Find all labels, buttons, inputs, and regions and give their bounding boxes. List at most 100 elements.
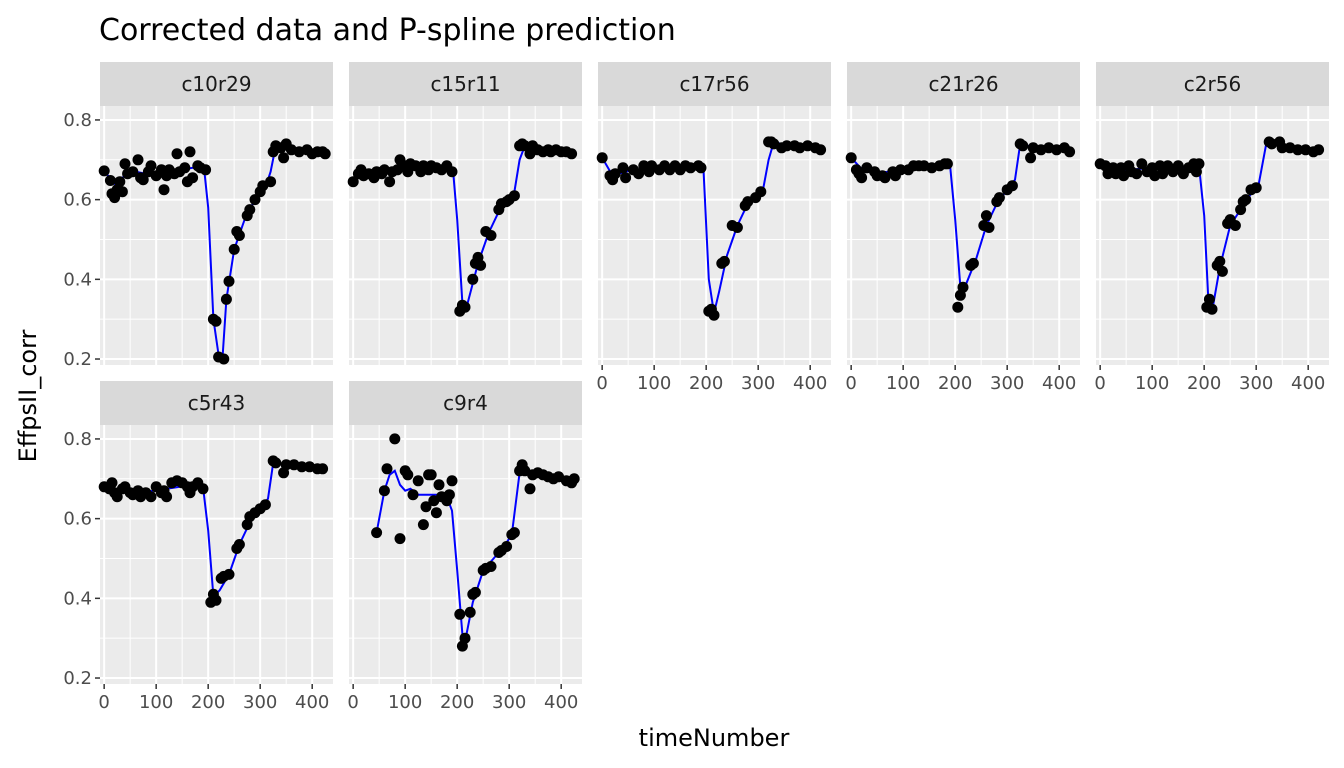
x-tick-label: 100 <box>637 373 671 394</box>
y-tick-label: 0.6 <box>63 509 92 530</box>
data-point <box>394 533 406 545</box>
x-tick-label: 0 <box>347 692 358 713</box>
data-point <box>1064 146 1076 158</box>
data-point <box>116 186 128 198</box>
data-point <box>1193 158 1205 170</box>
data-point <box>223 568 235 580</box>
data-point <box>197 483 209 495</box>
data-point <box>389 433 401 445</box>
data-point <box>210 594 222 606</box>
data-point <box>1240 194 1252 206</box>
data-point <box>425 469 437 481</box>
data-point <box>280 459 292 471</box>
data-point <box>233 230 245 241</box>
data-point <box>1313 144 1325 156</box>
strip-background <box>349 62 582 106</box>
data-point <box>993 192 1005 204</box>
strip-label: c17r56 <box>679 72 749 96</box>
data-point <box>633 168 645 180</box>
x-tick-label: 300 <box>492 692 526 713</box>
data-point <box>145 160 157 172</box>
strip-background <box>100 381 333 425</box>
data-point <box>265 176 277 188</box>
y-tick-label: 0.4 <box>63 588 92 609</box>
data-point <box>381 463 393 475</box>
data-point <box>145 491 157 503</box>
y-tick-label: 0.2 <box>63 668 92 689</box>
data-point <box>485 230 497 241</box>
data-point <box>158 184 170 196</box>
x-tick-label: 400 <box>793 373 827 394</box>
data-point <box>856 172 868 184</box>
data-point <box>223 275 235 287</box>
chart-title: Corrected data and P-spline prediction <box>99 13 676 48</box>
data-point <box>187 172 199 184</box>
data-point <box>1203 293 1215 305</box>
x-tick-label: 0 <box>98 692 109 713</box>
data-point <box>957 281 969 293</box>
data-point <box>475 259 487 271</box>
data-point <box>179 162 191 174</box>
data-point <box>407 489 419 501</box>
data-point <box>1157 168 1169 180</box>
data-point <box>609 168 621 180</box>
x-tick-label: 300 <box>243 692 277 713</box>
data-point <box>508 527 520 539</box>
data-point <box>1229 220 1241 231</box>
facet-panel-c21r26: c21r26 0 100 200 300 400 <box>845 62 1080 394</box>
data-point <box>319 148 331 160</box>
data-point <box>417 519 429 531</box>
data-point <box>384 176 396 188</box>
x-tick-label: 400 <box>544 692 578 713</box>
data-point <box>941 158 953 170</box>
data-point <box>879 172 891 184</box>
data-point <box>980 210 992 222</box>
data-point <box>983 222 995 233</box>
x-tick-label: 200 <box>440 692 474 713</box>
strip-label: c9r4 <box>443 391 488 415</box>
data-point <box>524 483 536 495</box>
data-point <box>459 632 471 644</box>
data-point <box>244 204 256 216</box>
strip-background <box>349 381 582 425</box>
x-tick-label: 300 <box>741 373 775 394</box>
y-tick-label: 0.8 <box>63 110 92 131</box>
data-point <box>845 152 857 164</box>
data-point <box>114 176 126 188</box>
x-axis-title: timeNumber <box>639 724 790 752</box>
x-tick-label: 200 <box>1187 373 1221 394</box>
data-point <box>596 152 608 164</box>
data-point <box>1250 182 1262 194</box>
data-point <box>568 473 580 485</box>
data-point <box>106 477 118 489</box>
data-point <box>1214 255 1226 267</box>
data-point <box>1216 265 1228 277</box>
data-point <box>210 315 222 327</box>
data-point <box>454 608 466 620</box>
strip-label: c21r26 <box>928 72 998 96</box>
data-point <box>184 146 196 158</box>
data-point <box>755 186 767 198</box>
data-point <box>233 539 245 550</box>
data-point <box>111 491 123 503</box>
data-point <box>127 166 139 178</box>
data-point <box>967 257 979 269</box>
data-point <box>443 489 455 501</box>
spline-line <box>375 469 572 636</box>
facet-panel-c2r56: c2r56 0 100 200 300 400 <box>1094 62 1329 394</box>
data-point <box>708 309 720 321</box>
facet-panel-c5r43: c5r43 0.2 0.4 0.6 0.8 0 100 200 300 400 <box>63 381 333 713</box>
data-point <box>119 158 131 170</box>
data-point <box>469 586 481 598</box>
data-point <box>228 243 240 255</box>
x-tick-label: 100 <box>388 692 422 713</box>
data-point <box>171 148 183 160</box>
data-point <box>259 499 271 511</box>
data-point <box>132 154 144 166</box>
data-point <box>1025 152 1037 164</box>
data-point <box>695 162 707 174</box>
data-point <box>412 475 424 487</box>
data-point <box>371 527 383 539</box>
facet-panels: c10r29 0.2 0.4 0.6 0.8 c15r11 c17r56 0 100 200 300… <box>63 62 1329 713</box>
